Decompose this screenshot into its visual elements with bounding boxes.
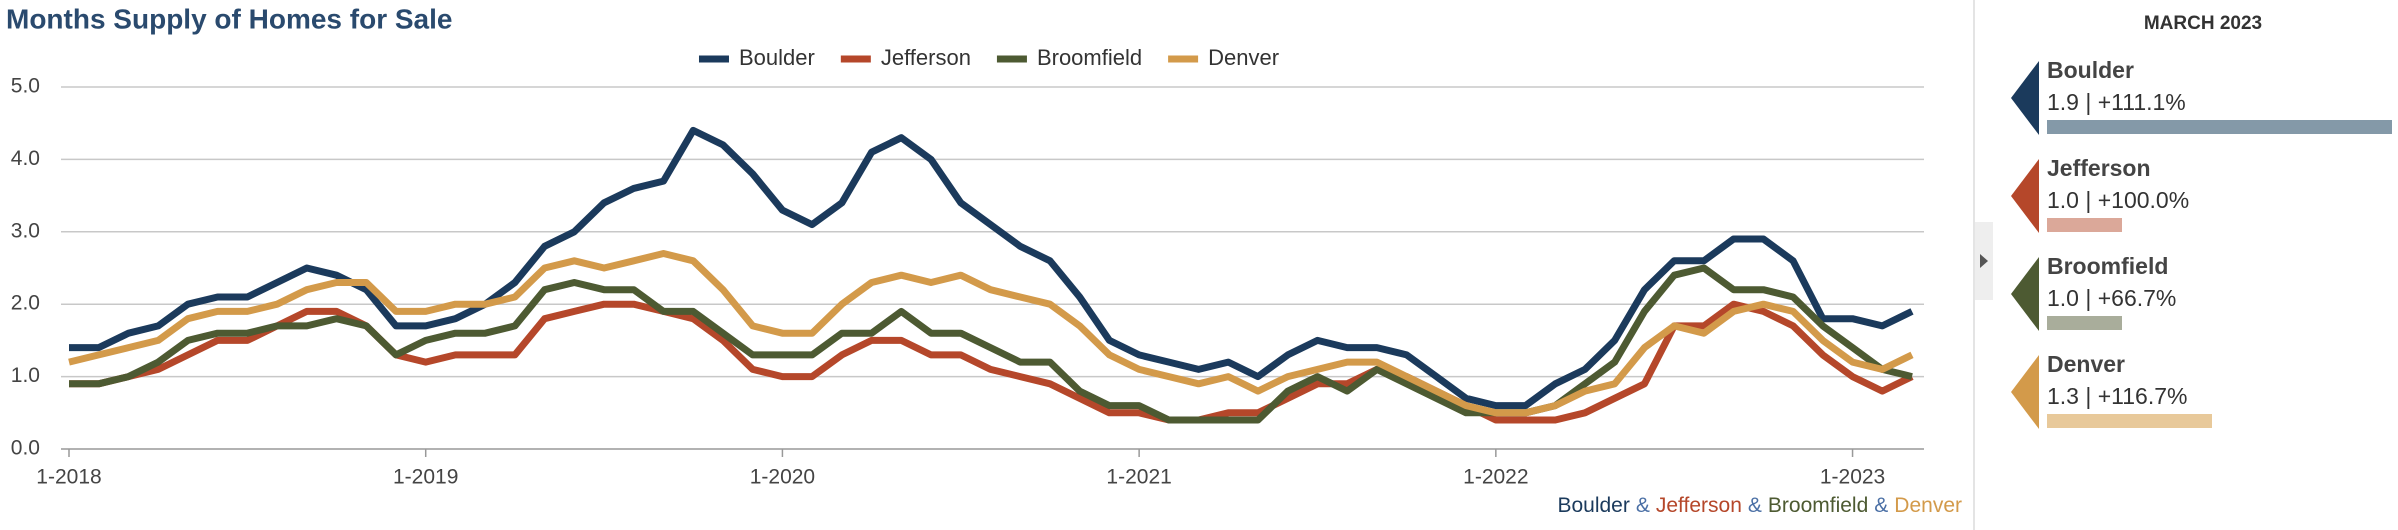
- item-bar: [2047, 316, 2122, 330]
- x-tick-label: 1-2021: [1106, 466, 1171, 489]
- item-label: 1.3 | +116.7%: [2047, 383, 2187, 409]
- x-tick-label: 1-2022: [1463, 466, 1528, 489]
- item-name: Denver: [2047, 351, 2125, 377]
- item-bar: [2047, 120, 2392, 134]
- chart-title: Months Supply of Homes for Sale: [6, 3, 452, 34]
- footer-part: Denver: [1894, 494, 1962, 517]
- legend-label: Broomfield: [1037, 45, 1142, 70]
- series-line: [69, 126, 1914, 410]
- footer-part: Jefferson: [1656, 494, 1742, 517]
- footer: Boulder & Jefferson & Broomfield & Denver: [1557, 494, 1962, 517]
- legend-label: Boulder: [739, 45, 815, 70]
- footer-part: &: [1748, 494, 1762, 517]
- item-bar: [2047, 414, 2212, 428]
- item-marker: [2011, 355, 2039, 429]
- item-marker: [2011, 257, 2039, 331]
- legend-label: Denver: [1208, 45, 1279, 70]
- x-tick-label: 1-2019: [393, 466, 458, 489]
- item-name: Broomfield: [2047, 253, 2168, 279]
- collapse-arrow[interactable]: [1980, 254, 1988, 268]
- item-label: 1.0 | +66.7%: [2047, 285, 2176, 311]
- item-marker: [2011, 61, 2039, 135]
- footer-part: Broomfield: [1768, 494, 1868, 517]
- footer-part: &: [1636, 494, 1650, 517]
- item-name: Boulder: [2047, 57, 2134, 83]
- y-tick-label: 5.0: [11, 75, 40, 98]
- legend: Boulder Jefferson Broomfield Denver: [698, 45, 1279, 70]
- footer-part: Boulder: [1557, 494, 1629, 517]
- item-name: Jefferson: [2047, 155, 2151, 181]
- x-tick-label: 1-2018: [36, 466, 101, 489]
- divider: [1973, 0, 1975, 530]
- x-tick-label: 1-2023: [1820, 466, 1885, 489]
- y-tick-label: 0.0: [11, 437, 40, 460]
- series-line: [69, 264, 1913, 424]
- x-tick-label: 1-2020: [750, 466, 815, 489]
- item-label: 1.9 | +111.1%: [2047, 89, 2186, 115]
- item-marker: [2011, 159, 2039, 233]
- series-line: [68, 250, 1914, 417]
- y-tick-label: 3.0: [11, 219, 40, 242]
- item-bar: [2047, 218, 2122, 232]
- y-tick-label: 1.0: [11, 364, 40, 387]
- item-label: 1.0 | +100.0%: [2047, 187, 2189, 213]
- footer-part: &: [1874, 494, 1888, 517]
- y-tick-label: 2.0: [11, 292, 40, 315]
- panel-title: MARCH 2023: [2144, 13, 2262, 34]
- y-tick-label: 4.0: [11, 147, 40, 170]
- legend-label: Jefferson: [881, 45, 971, 70]
